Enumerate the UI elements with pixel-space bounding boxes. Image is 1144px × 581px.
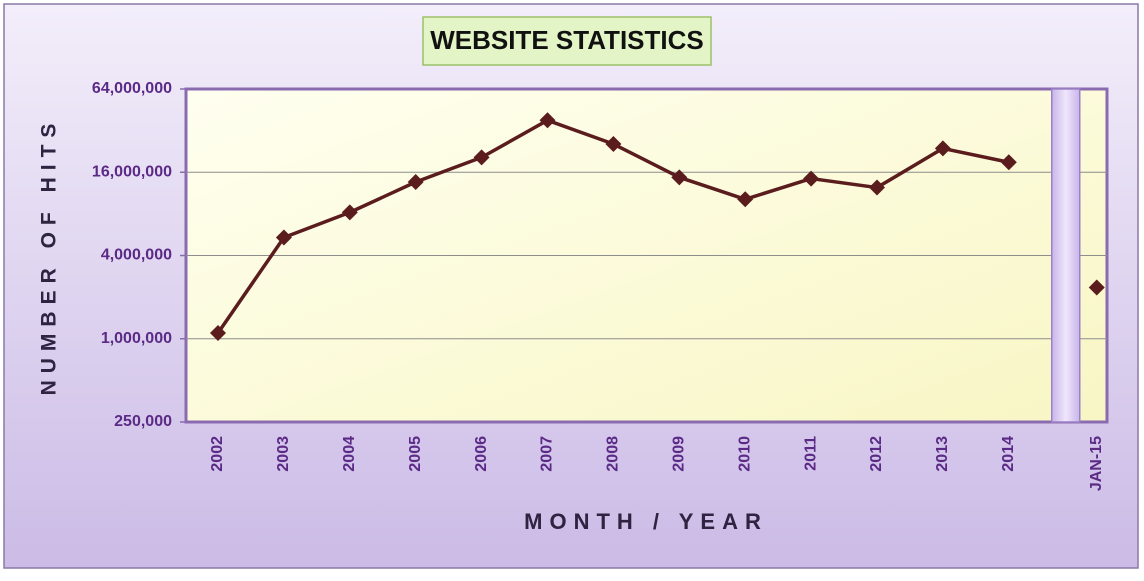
data-point xyxy=(803,170,820,187)
x-tick-label: 2012 xyxy=(868,436,885,472)
data-point xyxy=(869,179,885,196)
data-point xyxy=(473,149,490,166)
x-tick-label: 2007 xyxy=(539,436,556,472)
data-point xyxy=(210,325,226,342)
x-tick-label: 2004 xyxy=(341,436,358,472)
x-tick-label: 2009 xyxy=(671,436,688,472)
title-box xyxy=(422,16,712,66)
y-axis-title: NUMBER OF HITS xyxy=(38,117,61,396)
data-point xyxy=(671,169,688,186)
data-point xyxy=(341,204,358,221)
x-tick-label: 2006 xyxy=(473,436,490,472)
data-point xyxy=(1088,279,1105,296)
x-tick-label: 2010 xyxy=(736,436,753,472)
x-tick-label: 2014 xyxy=(1000,436,1017,472)
data-point xyxy=(539,112,556,129)
y-tick-label: 4,000,000 xyxy=(101,247,172,264)
y-tick-label: 16,000,000 xyxy=(92,163,172,180)
x-tick-label: JAN-15 xyxy=(1088,436,1105,491)
y-tick-label: 64,000,000 xyxy=(92,80,172,97)
x-tick-label: 2005 xyxy=(407,436,424,472)
data-point xyxy=(934,140,951,157)
data-point xyxy=(737,191,754,208)
x-tick-label: 2002 xyxy=(209,436,226,472)
x-tick-label: 2008 xyxy=(605,436,622,472)
x-axis-title: MONTH / YEAR xyxy=(524,509,768,534)
chart-title: WEBSITE STATISTICS xyxy=(430,25,703,55)
x-tick-label: 2003 xyxy=(275,436,292,472)
data-point xyxy=(605,136,622,153)
y-tick-label: 250,000 xyxy=(114,413,172,430)
data-point xyxy=(407,174,424,191)
x-tick-label: 2013 xyxy=(934,436,951,472)
y-tick-label: 1,000,000 xyxy=(101,330,172,347)
data-point xyxy=(275,229,292,246)
category-separator xyxy=(1051,88,1081,423)
x-tick-label: 2011 xyxy=(802,436,819,471)
data-point xyxy=(1000,154,1017,171)
